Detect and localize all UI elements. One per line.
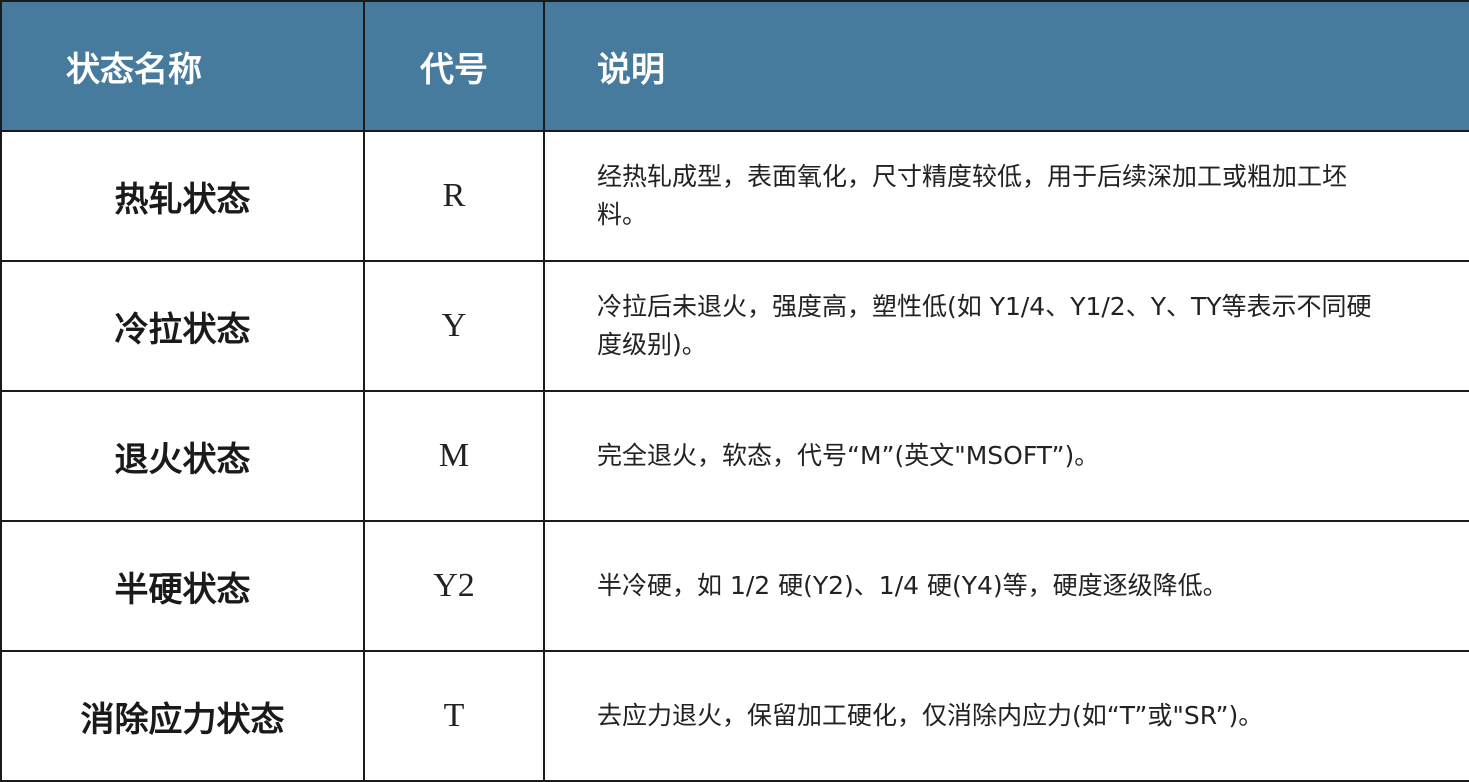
state-code: T — [363, 650, 545, 782]
table-row: 消除应力状态 T 去应力退火，保留加工硬化，仅消除内应力(如“T”或"SR”)。 — [0, 650, 1469, 782]
state-description: 经热轧成型，表面氧化，尺寸精度较低，用于后续深加工或粗加工坯料。 — [543, 130, 1469, 262]
state-code: Y2 — [363, 520, 545, 652]
state-code: R — [363, 130, 545, 262]
state-description: 完全退火，软态，代号“M”(英文"MSOFT”)。 — [543, 390, 1469, 522]
state-description: 去应力退火，保留加工硬化，仅消除内应力(如“T”或"SR”)。 — [543, 650, 1469, 782]
header-state-name: 状态名称 — [0, 0, 365, 132]
state-name: 半硬状态 — [0, 520, 365, 652]
state-code: M — [363, 390, 545, 522]
state-name: 热轧状态 — [0, 130, 365, 262]
table-row: 半硬状态 Y2 半冷硬，如 1/2 硬(Y2)、1/4 硬(Y4)等，硬度逐级降… — [0, 520, 1469, 652]
header-description: 说明 — [543, 0, 1469, 132]
header-row: 状态名称 代号 说明 — [0, 0, 1469, 132]
state-description: 半冷硬，如 1/2 硬(Y2)、1/4 硬(Y4)等，硬度逐级降低。 — [543, 520, 1469, 652]
state-code: Y — [363, 260, 545, 392]
header-code: 代号 — [363, 0, 545, 132]
state-name: 消除应力状态 — [0, 650, 365, 782]
table-row: 热轧状态 R 经热轧成型，表面氧化，尺寸精度较低，用于后续深加工或粗加工坯料。 — [0, 130, 1469, 262]
state-name: 冷拉状态 — [0, 260, 365, 392]
state-name: 退火状态 — [0, 390, 365, 522]
table-row: 退火状态 M 完全退火，软态，代号“M”(英文"MSOFT”)。 — [0, 390, 1469, 522]
table-row: 冷拉状态 Y 冷拉后未退火，强度高，塑性低(如 Y1/4、Y1/2、Y、TY等表… — [0, 260, 1469, 392]
state-description: 冷拉后未退火，强度高，塑性低(如 Y1/4、Y1/2、Y、TY等表示不同硬度级别… — [543, 260, 1469, 392]
